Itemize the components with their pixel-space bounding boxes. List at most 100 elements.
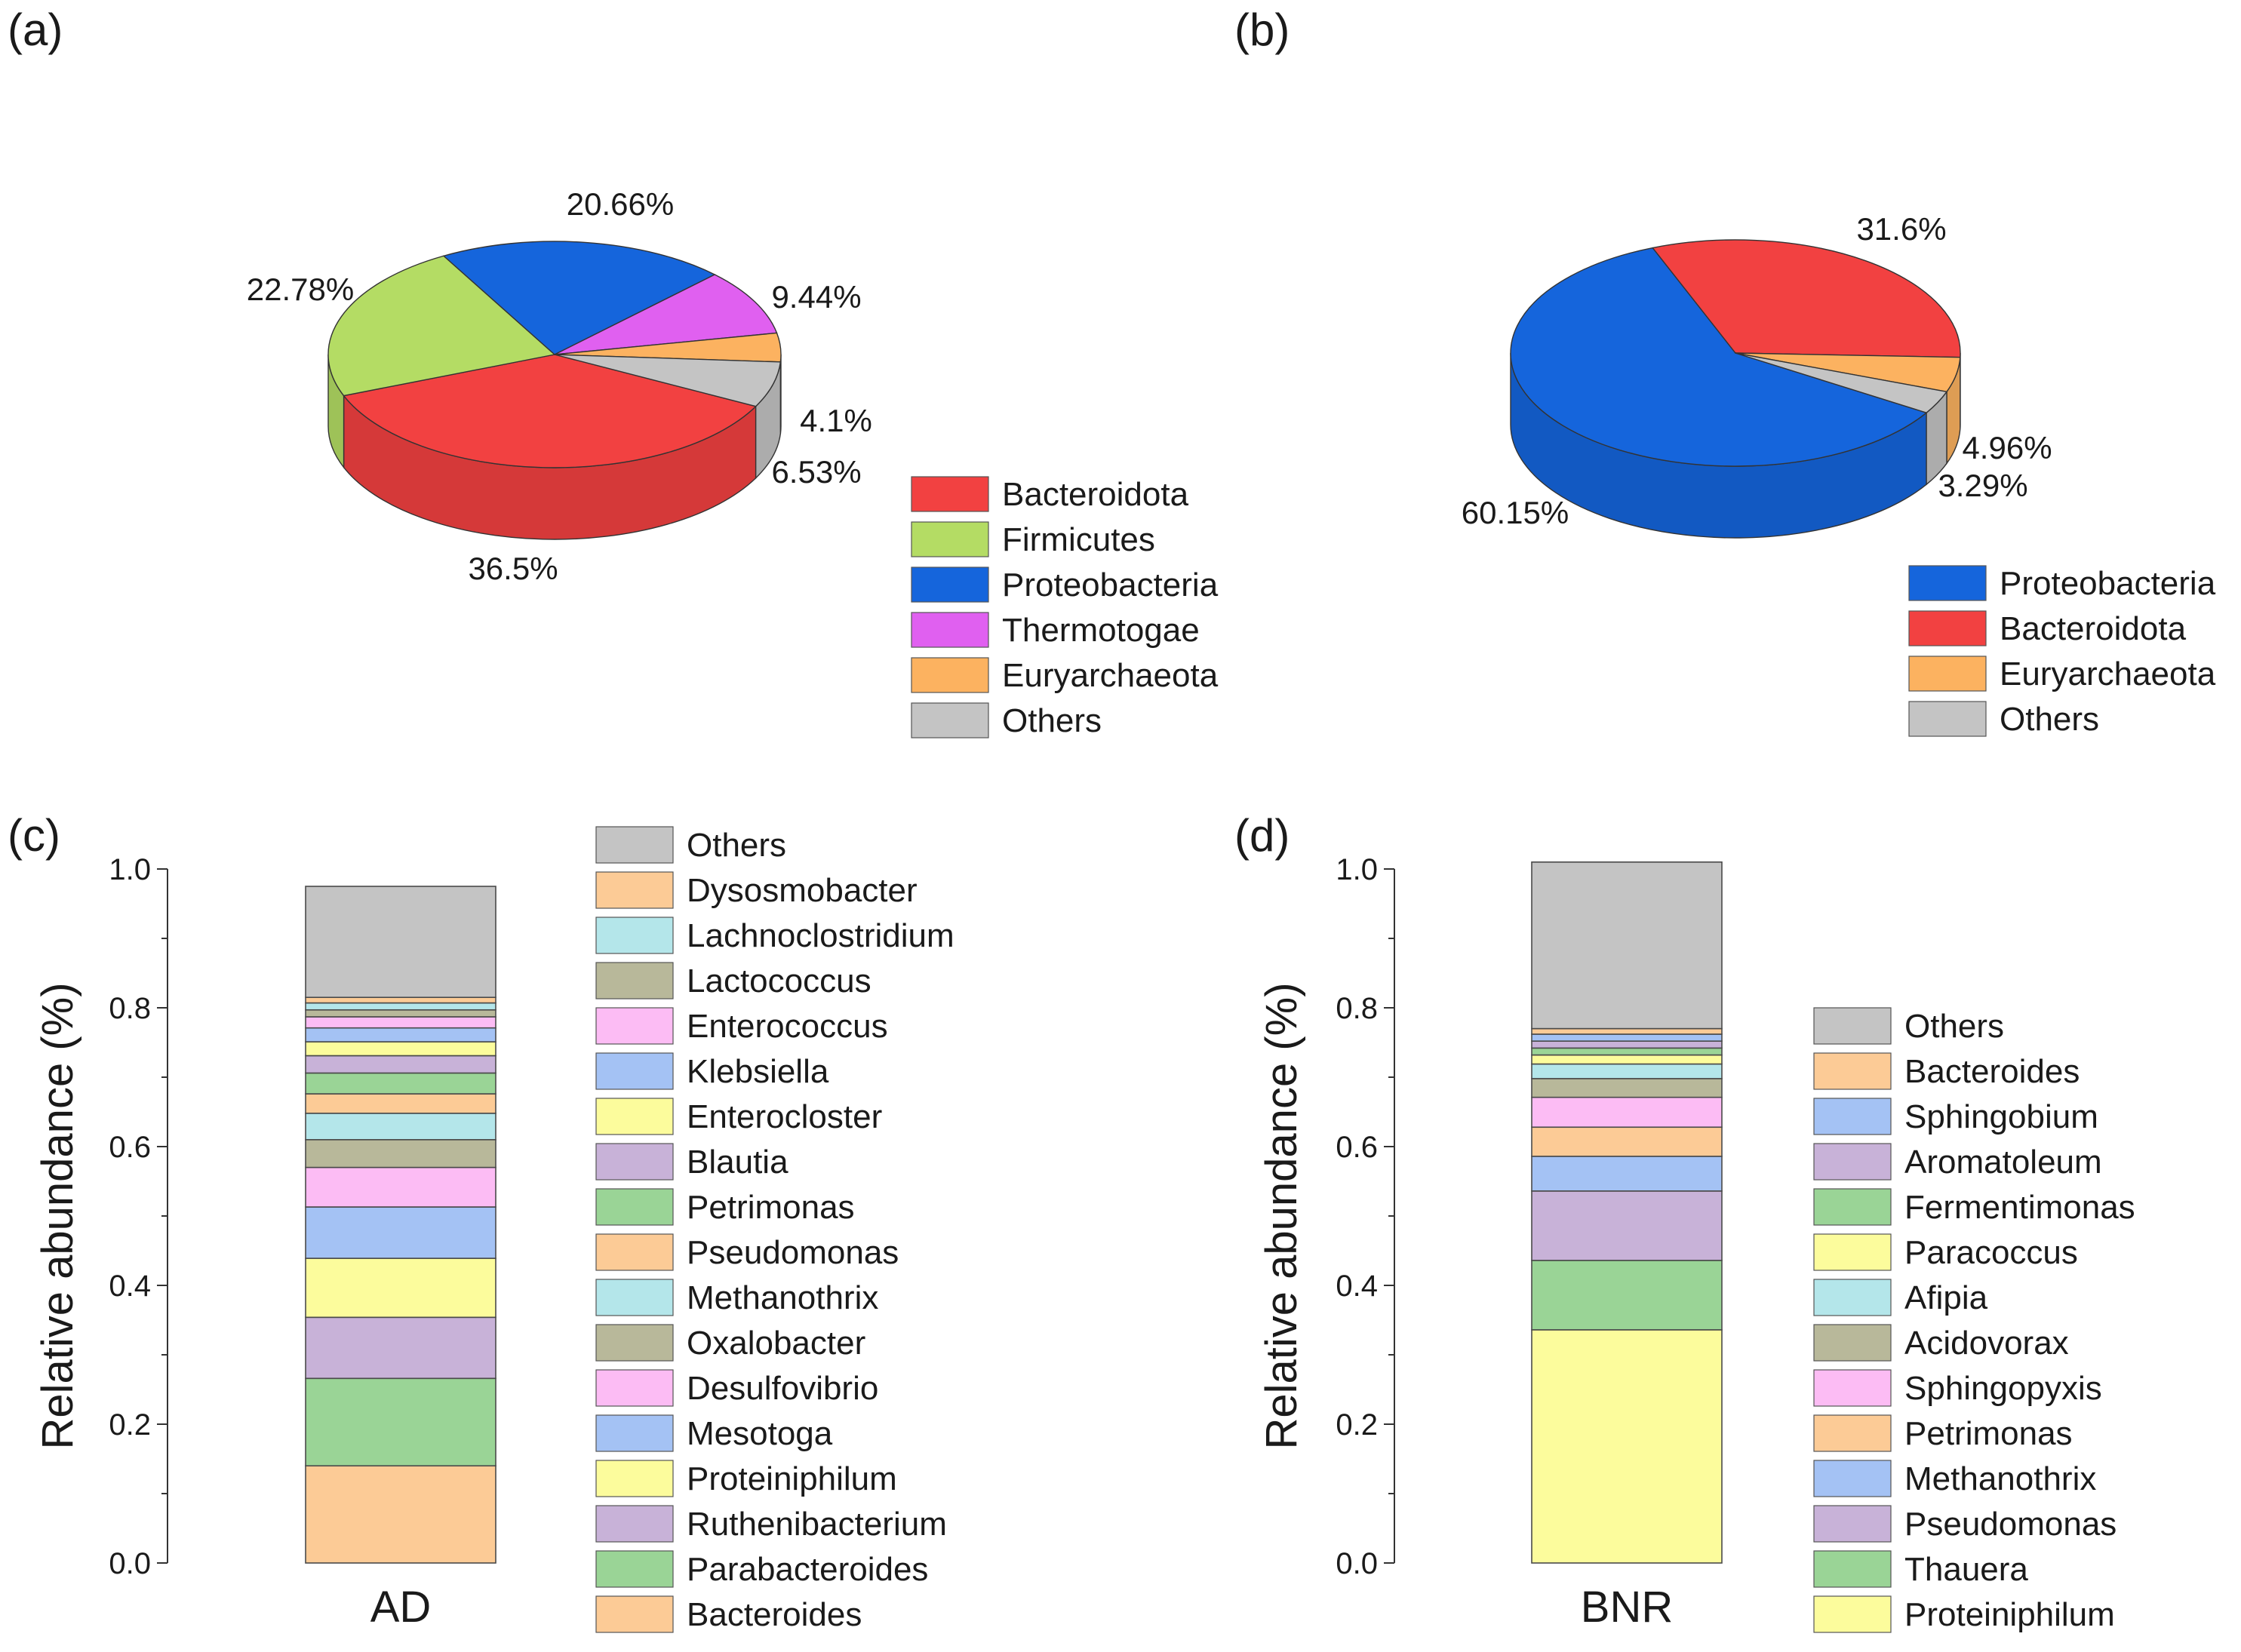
y-tick-label: 0.4 [1336, 1270, 1378, 1303]
legend-swatch [1813, 1369, 1892, 1407]
legend-swatch [595, 1098, 674, 1135]
bar-segment-pseudomonas [1531, 1190, 1723, 1261]
legend-swatch [595, 1460, 674, 1497]
legend-swatch [595, 1233, 674, 1271]
legend-swatch [595, 871, 674, 909]
bar-segment-others [305, 886, 496, 998]
bar-segment-oxalobacter [305, 1139, 496, 1168]
slice-value-label: 60.15% [1462, 495, 1569, 530]
legend-swatch [1813, 1098, 1892, 1135]
y-tick-label: 0.6 [109, 1131, 151, 1164]
bar-segment-petrimonas [305, 1072, 496, 1095]
y-tick-label: 1.0 [1336, 853, 1378, 886]
bar-segment-sphingopyxis [1531, 1096, 1723, 1128]
y-tick-label: 0.2 [1336, 1408, 1378, 1442]
bar-segment-ruthenibacterium [305, 1316, 496, 1380]
legend-label: Lachnoclostridium [687, 917, 954, 954]
legend-swatch [595, 962, 674, 999]
bar-segment-lachnoclostridium [305, 1002, 496, 1011]
bar-segment-enterocloster [305, 1041, 496, 1057]
category-label: AD [370, 1583, 432, 1632]
legend-label: Pseudomonas [687, 1234, 899, 1271]
y-tick-label: 0.2 [109, 1408, 151, 1442]
legend-label: Thauera [1904, 1551, 2028, 1588]
panel-label: (a) [8, 5, 63, 55]
legend-swatch [1813, 1505, 1892, 1543]
y-tick-label: 0.8 [1336, 992, 1378, 1025]
bar-segment-methanothrix [305, 1113, 496, 1141]
bar-segment-afipia [1531, 1063, 1723, 1079]
legend-label: Mesotoga [687, 1415, 833, 1452]
legend-swatch [911, 521, 989, 557]
legend-label: Others [1904, 1008, 2004, 1045]
bar-segment-dysosmobacter [305, 996, 496, 1004]
bar-segment-mesotoga [305, 1206, 496, 1259]
legend-swatch [911, 702, 989, 738]
bar-segment-bacteroides [1531, 1027, 1723, 1035]
legend-swatch [595, 1550, 674, 1588]
pie-slice-firmicutes [327, 255, 556, 397]
pie-slice-proteobacteria [442, 241, 716, 355]
pie-slice-proteobacteria [1510, 247, 1928, 467]
legend-label: Desulfovibrio [687, 1370, 878, 1407]
legend-swatch [595, 1324, 674, 1362]
legend-label: Proteobacteria [2000, 565, 2216, 602]
legend-label: Lactococcus [687, 963, 872, 999]
legend-swatch [1813, 1324, 1892, 1362]
pie-slice-bacteroidota [343, 354, 758, 468]
panel-b-pie-chart: (b) 60.15% 31.6% 4.96%3.29% Proteobacteria Ba… [1234, 5, 2216, 738]
slice-value-label: 4.1% [800, 403, 872, 438]
bar-segment-blautia [305, 1055, 496, 1074]
bar-segment-klebsiella [305, 1027, 496, 1042]
legend-label: Bacteroidota [2000, 610, 2187, 647]
bar-segment-parabacteroides [305, 1377, 496, 1467]
legend-label: Blautia [687, 1144, 788, 1181]
legend-swatch [1908, 610, 1987, 646]
bar-segment-fermentimonas [1531, 1047, 1723, 1056]
legend-swatch [911, 657, 989, 693]
legend-swatch [595, 1188, 674, 1226]
slice-value-label: 6.53% [771, 454, 861, 490]
legend-label: Euryarchaeota [2000, 656, 2216, 692]
legend-swatch [1813, 1279, 1892, 1316]
legend-swatch [911, 476, 989, 512]
panel-a-pie-chart: (a) 36.5% 22.78% 20.66% 9.44% 4.1% 6.53% Bacter… [8, 5, 1219, 739]
legend-label: Aromatoleum [1904, 1144, 2102, 1181]
pie-slice-thermotogae [554, 274, 778, 355]
legend-label: Parabacteroides [687, 1551, 928, 1588]
panel-d-stacked-bar-chart: (d) 0.0 0.2 0.4 0.6 0.8 1.0 Relative abundance … [1234, 810, 2135, 1633]
pie-slice-others [1735, 352, 1948, 413]
panel-c-stacked-bar-chart: (c) 0.0 0.2 0.4 0.6 0.8 1.0 Relative abundance … [8, 810, 954, 1633]
y-tick-label: 0.6 [1336, 1131, 1378, 1164]
legend-swatch [595, 917, 674, 954]
legend-swatch [595, 1007, 674, 1045]
legend-label: Bacteroides [1904, 1053, 2080, 1090]
legend-label: Afipia [1904, 1279, 1988, 1316]
slice-value-label: 3.29% [1938, 468, 2027, 503]
legend-label: Bacteroidota [1002, 476, 1189, 513]
legend-swatch [595, 1505, 674, 1543]
legend-swatch [595, 1279, 674, 1316]
legend-swatch [1813, 1143, 1892, 1181]
bar-segment-aromatoleum [1531, 1040, 1723, 1049]
legend-label: Sphingobium [1904, 1098, 2098, 1135]
y-axis-title: Relative abundance (%) [33, 982, 82, 1449]
bar-segment-sphingobium [1531, 1033, 1723, 1042]
bar-segment-pseudomonas [305, 1093, 496, 1114]
legend-swatch [1908, 565, 1987, 601]
bar-segment-petrimonas [1531, 1126, 1723, 1157]
bar-segment-paracoccus [1531, 1054, 1723, 1065]
bar-segment-proteiniphilum [305, 1257, 496, 1319]
panel-label: (c) [8, 810, 60, 861]
legend-swatch [595, 1143, 674, 1181]
legend-label: Ruthenibacterium [687, 1506, 947, 1543]
y-tick-label: 0.4 [109, 1270, 151, 1303]
bar-segment-thauera [1531, 1260, 1723, 1331]
legend-label: Others [687, 827, 786, 864]
legend-swatch [1908, 701, 1987, 737]
bar-segment-lactococcus [305, 1009, 496, 1018]
legend-label: Pseudomonas [1904, 1506, 2116, 1543]
slice-value-label: 36.5% [468, 551, 558, 586]
legend-swatch [595, 1052, 674, 1090]
